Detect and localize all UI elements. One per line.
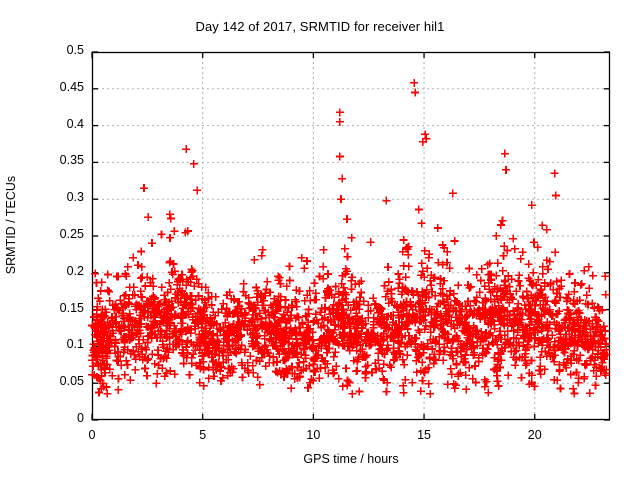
x-axis-label: GPS time / hours (303, 452, 399, 466)
data-series-srmtid (88, 78, 611, 398)
y-tick-label: 0.05 (59, 374, 84, 389)
x-tick-label: 10 (306, 428, 321, 442)
y-tick-label: 0.2 (66, 263, 84, 278)
page-title: Day 142 of 2017, SRMTID for receiver hil… (195, 19, 445, 34)
y-tick-label: 0.15 (59, 300, 84, 315)
y-tick-label: 0.3 (66, 190, 84, 205)
y-tick-label: 0.35 (59, 153, 84, 168)
x-tick-label: 0 (88, 428, 96, 442)
y-tick-label: 0.1 (66, 337, 84, 352)
x-tick-label: 5 (199, 428, 207, 442)
y-tick-label: 0.25 (59, 227, 84, 241)
plot-border (91, 51, 611, 421)
y-tick-label: 0.45 (59, 79, 84, 94)
x-tick-label: 20 (527, 428, 542, 442)
x-tick-label: 15 (417, 428, 431, 442)
y-tick-label: 0.4 (66, 116, 84, 131)
y-tick-label: 0 (77, 411, 84, 425)
y-tick-label: 0.5 (66, 43, 84, 57)
